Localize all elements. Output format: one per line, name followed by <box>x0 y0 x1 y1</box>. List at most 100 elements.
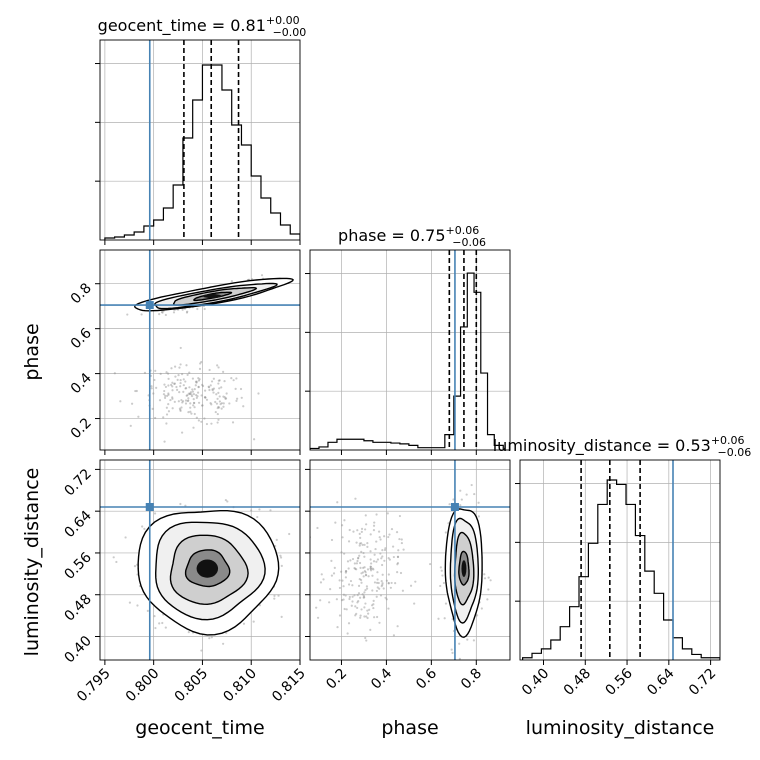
sample-point <box>343 607 346 611</box>
truth-marker <box>450 502 459 511</box>
sample-point <box>158 399 162 402</box>
hist-panel-geocent-time <box>100 40 300 240</box>
sample-point <box>369 550 372 553</box>
sample-point <box>187 397 190 400</box>
sample-point <box>223 396 226 399</box>
sample-point <box>128 601 132 604</box>
sample-point <box>140 313 143 316</box>
sample-point <box>171 385 174 388</box>
sample-point <box>178 391 181 394</box>
sample-point <box>360 542 363 545</box>
sample-point <box>466 638 469 641</box>
sample-point <box>203 396 207 399</box>
sample-point <box>316 526 319 530</box>
sample-point <box>319 581 323 584</box>
sample-point <box>363 591 366 594</box>
sample-point <box>179 363 182 366</box>
sample-point <box>458 642 461 645</box>
sample-point <box>220 386 223 389</box>
sample-point <box>258 508 261 511</box>
sample-point <box>350 604 353 607</box>
sample-point <box>177 400 180 403</box>
sample-point <box>362 566 365 570</box>
x-tick-label: 0.805 <box>172 666 212 706</box>
sample-point <box>375 513 378 516</box>
sample-point <box>358 554 361 557</box>
sample-point <box>369 565 372 568</box>
sample-point <box>181 400 185 403</box>
truth-marker <box>145 502 154 511</box>
sample-point <box>477 515 480 518</box>
y-tick-label: 0.6 <box>68 325 95 352</box>
scatter-panel-geocent-time-vs-luminosity-distance <box>100 460 300 660</box>
sample-point <box>269 509 272 512</box>
sample-point <box>187 411 190 414</box>
sample-point <box>201 404 204 407</box>
sample-point <box>275 538 278 541</box>
sample-point <box>273 594 276 597</box>
sample-point <box>162 393 166 396</box>
sample-point <box>319 599 322 602</box>
sample-point <box>191 377 195 380</box>
sample-point <box>367 612 370 615</box>
sample-point <box>197 419 200 422</box>
sample-point <box>384 596 387 599</box>
sample-point <box>150 387 153 390</box>
sample-point <box>170 367 173 370</box>
hist-frame <box>309 249 511 451</box>
sample-point <box>192 401 196 404</box>
sample-point <box>217 406 221 409</box>
scatter-frame <box>99 249 301 451</box>
sample-point <box>489 579 492 582</box>
sample-point <box>115 560 118 564</box>
sample-point <box>381 582 384 585</box>
sample-point <box>359 578 363 582</box>
sample-point <box>187 392 190 395</box>
sample-point <box>252 620 255 623</box>
sample-point <box>383 559 386 562</box>
sample-point <box>383 535 386 538</box>
sample-point <box>129 424 132 427</box>
sample-point <box>372 524 376 527</box>
x-tick-label: 0.6 <box>413 665 440 692</box>
sample-point <box>365 523 368 526</box>
sample-point <box>192 404 195 407</box>
sample-point <box>253 438 256 441</box>
sample-point <box>347 622 351 625</box>
sample-point <box>133 565 137 568</box>
sample-point <box>344 571 347 574</box>
scatter-panel-phase-vs-luminosity-distance <box>310 460 510 660</box>
sample-point <box>379 552 382 555</box>
sample-point <box>217 391 220 394</box>
sample-point <box>280 564 283 567</box>
sample-point <box>414 580 417 583</box>
sample-point <box>359 614 362 617</box>
hist-panel-luminosity-distance <box>520 460 720 660</box>
sample-point <box>388 533 391 536</box>
sample-point <box>273 597 276 600</box>
sample-point <box>239 387 243 391</box>
sample-point <box>178 407 182 410</box>
sample-point <box>392 555 395 559</box>
sample-point <box>362 551 365 555</box>
sample-point <box>367 575 370 578</box>
sample-point <box>205 422 209 426</box>
sample-point <box>369 533 372 536</box>
sample-point <box>240 396 243 399</box>
sample-point <box>185 311 189 314</box>
sample-point <box>230 279 234 283</box>
sample-point <box>186 310 189 313</box>
sample-point <box>396 571 399 574</box>
sample-point <box>167 384 170 387</box>
sample-point <box>180 398 183 402</box>
sample-point <box>151 407 154 410</box>
sample-point <box>397 549 400 552</box>
sample-point <box>179 385 182 388</box>
sample-point <box>362 594 365 598</box>
sample-point <box>217 382 220 385</box>
sample-point <box>187 631 190 634</box>
title-minus: −0.06 <box>452 236 486 249</box>
sample-point <box>380 585 383 588</box>
sample-point <box>222 370 225 373</box>
